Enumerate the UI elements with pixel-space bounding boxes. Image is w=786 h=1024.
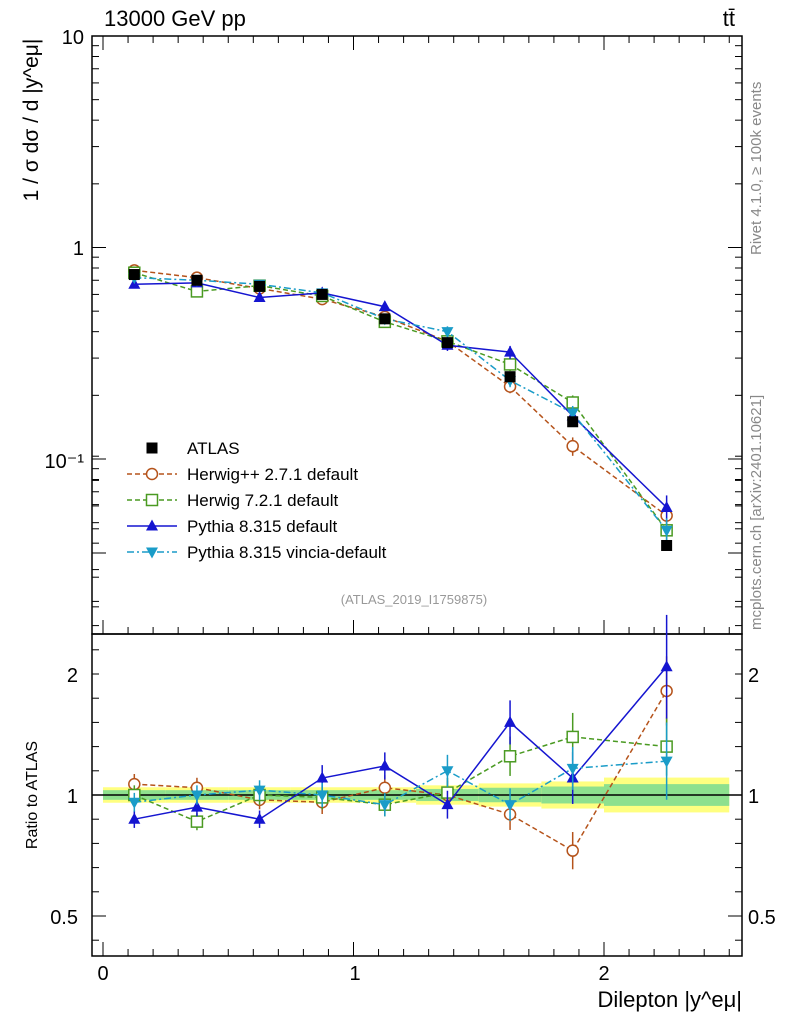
legend-marker-2	[147, 495, 158, 506]
ratio-y-tick-label-1: 1	[67, 786, 78, 808]
series-0-main-point	[379, 313, 390, 324]
series-1-group	[129, 265, 672, 869]
legend-label-herwigpp: Herwig++ 2.7.1 default	[187, 465, 358, 484]
ratio-y-axis-title: Ratio to ATLAS	[24, 741, 41, 849]
legend-marker-4	[146, 548, 158, 559]
series-2-main-point	[505, 359, 516, 370]
x-tick-label-2: 2	[598, 963, 609, 985]
series-3-ratio-point	[661, 660, 673, 671]
x-tick-label-0: 0	[97, 963, 108, 985]
main-y-axis-title: 1 / σ dσ / d |y^eμ|	[20, 39, 43, 202]
rivet-version-label: Rivet 4.1.0, ≥ 100k events	[748, 82, 765, 255]
series-0-main-point	[505, 371, 516, 382]
legend-entry-4	[127, 548, 177, 559]
legend-label-pythia-vincia: Pythia 8.315 vincia-default	[187, 543, 387, 562]
chart-header-energy: 13000 GeV pp	[104, 6, 246, 31]
chart: 13000 GeV pp tt̄ Rivet 4.1.0, ≥ 100k eve…	[0, 0, 786, 1024]
series-3-ratio-point	[379, 759, 391, 770]
analysis-label: (ATLAS_2019_I1759875)	[341, 592, 487, 607]
legend-marker-0	[147, 443, 158, 454]
legend-label-pythia: Pythia 8.315 default	[187, 517, 338, 536]
series-0-main-point	[254, 281, 265, 292]
main-y-tick-label-1: 1	[73, 238, 84, 260]
main-y-tick-label-0.1: 10⁻¹	[45, 451, 85, 473]
series-1-main-point	[567, 441, 578, 452]
series-3-ratio-point	[504, 716, 516, 727]
series-1-ratio-line	[134, 691, 666, 851]
series-2-ratio-point	[567, 731, 578, 742]
legend-entry-2	[127, 495, 177, 506]
legend-label-herwig7: Herwig 7.2.1 default	[187, 491, 338, 510]
series-0-main-point	[129, 269, 140, 280]
ratio-y-tick-label-1-right: 1	[748, 786, 759, 808]
ratio-y-tick-label-2: 2	[67, 665, 78, 687]
chart-header-process: tt̄	[723, 6, 735, 31]
ratio-y-tick-label-0.5: 0.5	[50, 907, 78, 929]
series-2-ratio-point	[505, 751, 516, 762]
legend-entry-1	[127, 469, 177, 480]
series-0-main-point	[567, 416, 578, 427]
series-0-main-point	[317, 289, 328, 300]
series-2-ratio-line	[134, 737, 666, 822]
series-1-ratio-point	[379, 782, 390, 793]
ratio-y-tick-label-2-right: 2	[748, 665, 759, 687]
x-axis-title: Dilepton |y^eμ|	[598, 987, 743, 1012]
legend-label-atlas: ATLAS	[187, 439, 240, 458]
series-1-ratio-point	[567, 845, 578, 856]
series-4-ratio-point	[128, 798, 140, 809]
series-2-ratio-point	[191, 816, 202, 827]
series-0-main-point	[191, 275, 202, 286]
x-tick-label-1: 1	[349, 963, 360, 985]
series-0-main-point	[442, 337, 453, 348]
legend-marker-1	[147, 469, 158, 480]
series-4-ratio-point	[441, 766, 453, 777]
series-0-main-point	[661, 540, 672, 551]
mcplots-label: mcplots.cern.ch [arXiv:2401.10621]	[748, 395, 765, 630]
legend-marker-3	[146, 520, 158, 531]
legend-entry-0	[147, 443, 158, 454]
main-y-tick-label-10: 10	[62, 27, 84, 49]
ratio-y-tick-label-0.5-right: 0.5	[748, 907, 776, 929]
legend-entry-3	[127, 520, 177, 531]
series-2-main-point	[191, 286, 202, 297]
